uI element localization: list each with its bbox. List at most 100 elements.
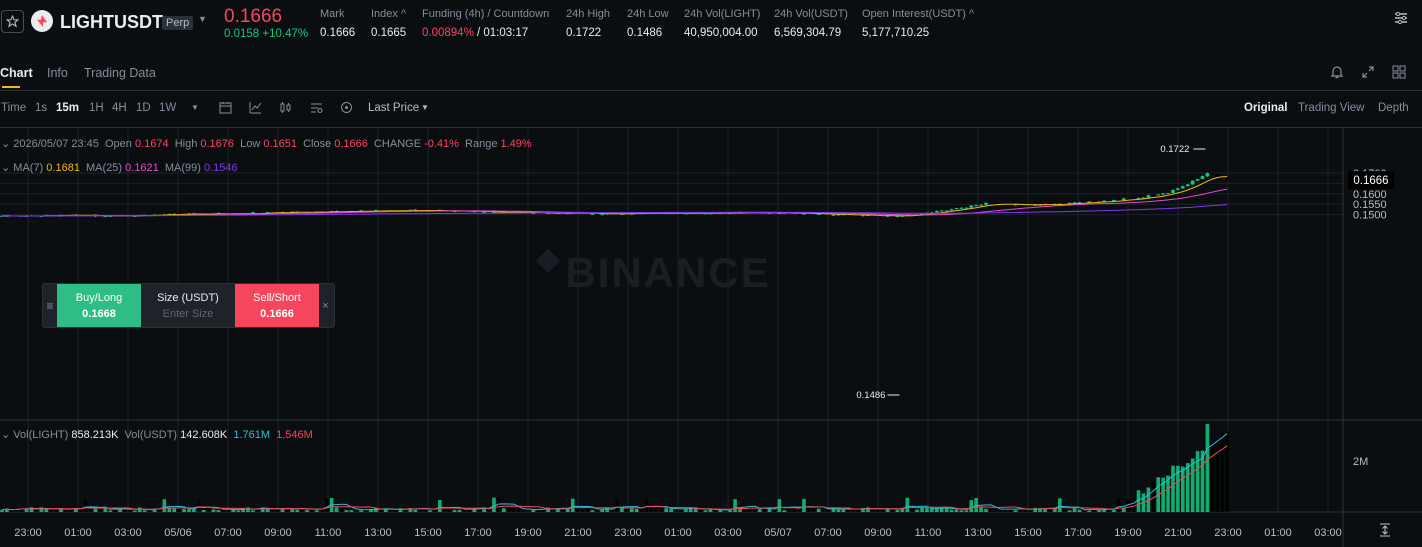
volume-bar xyxy=(1072,507,1077,512)
volume-bar xyxy=(54,508,58,512)
last-price-dropdown-icon[interactable]: ▼ xyxy=(421,103,429,112)
candle xyxy=(964,207,969,209)
candle xyxy=(885,215,890,217)
volume-bar xyxy=(1121,508,1126,512)
candle xyxy=(1215,173,1220,177)
interval-1h[interactable]: 1H xyxy=(89,102,104,114)
symbol-dropdown-icon[interactable]: ▼ xyxy=(198,14,207,24)
volume-bar xyxy=(846,508,851,512)
interval-dropdown-icon[interactable]: ▼ xyxy=(191,103,199,112)
time-axis-label: 15:00 xyxy=(414,527,442,539)
symbol-name[interactable]: LIGHTUSDT xyxy=(60,12,163,32)
volume-bar xyxy=(713,509,718,512)
candle xyxy=(989,202,993,204)
candle xyxy=(1185,184,1190,187)
tab-chart[interactable]: Chart xyxy=(0,66,33,80)
last-price-select[interactable]: Last Price xyxy=(368,102,420,114)
view-original[interactable]: Original xyxy=(1244,102,1288,114)
coin-logo-icon xyxy=(31,10,53,32)
price-chart[interactable]: 0.17000.16500.16000.15500.150023:0001:00… xyxy=(0,128,1422,547)
reset-axis-icon[interactable] xyxy=(1378,523,1392,542)
volume-bar xyxy=(1200,450,1205,512)
candle xyxy=(108,215,113,217)
tab-trading-data[interactable]: Trading Data xyxy=(84,66,156,80)
candle-type-icon[interactable] xyxy=(279,101,292,119)
volume-bar xyxy=(1087,510,1092,512)
volume-bar xyxy=(349,510,354,512)
time-axis-label: 05/07 xyxy=(764,527,792,539)
volume-bar xyxy=(566,508,570,512)
volume-bar xyxy=(39,507,44,512)
volume-bar xyxy=(211,509,216,512)
price-axis-label: 0.1600 xyxy=(1353,189,1387,201)
volume-bar xyxy=(443,509,447,512)
volume-bar xyxy=(693,507,698,512)
vol-usdt-value: 142.608K xyxy=(180,429,228,441)
binance-watermark: BINANCE xyxy=(565,249,770,296)
volume-bar xyxy=(1008,508,1013,512)
volume-bar xyxy=(974,498,978,512)
volume-bar xyxy=(1131,501,1136,512)
volume-bar xyxy=(1161,477,1165,512)
volume-bar xyxy=(290,509,295,512)
volume-bar xyxy=(851,509,855,512)
interval-1w[interactable]: 1W xyxy=(159,102,177,114)
interval-4h[interactable]: 4H xyxy=(112,102,127,114)
sell-short-button[interactable]: Sell/Short 0.1666 xyxy=(235,284,319,327)
vol-light-label: Vol(LIGHT) xyxy=(13,429,69,441)
volume-bar xyxy=(142,510,147,512)
interval-15m[interactable]: 15m xyxy=(56,102,80,114)
ma7-label: MA(7) xyxy=(13,162,44,174)
indicator-icon[interactable] xyxy=(249,101,262,119)
volume-bar xyxy=(285,507,290,512)
last-price: 0.1666 xyxy=(224,6,283,27)
candle xyxy=(1225,177,1229,180)
volume-bar xyxy=(0,509,4,512)
interval-1s[interactable]: 1s xyxy=(35,102,48,114)
change-value: -0.41% xyxy=(424,138,459,150)
chart-toolbar: Time 1s 15m 1H 4H 1D 1W ▼ Last Price ▼ O… xyxy=(0,98,1422,120)
vol-collapse-icon[interactable]: ⌄ xyxy=(1,429,11,441)
candle xyxy=(113,215,117,217)
candle xyxy=(895,215,900,217)
volume-bar xyxy=(900,507,905,512)
size-input[interactable]: Size (USDT) Enter Size xyxy=(141,284,235,327)
volume-bar xyxy=(752,508,757,512)
size-placeholder: Enter Size xyxy=(162,307,214,320)
volume-bar xyxy=(580,509,585,512)
time-axis-label: 21:00 xyxy=(1164,527,1192,539)
bell-icon[interactable] xyxy=(1330,65,1344,84)
volume-bar xyxy=(10,510,14,512)
close-icon[interactable]: × xyxy=(322,299,329,312)
target-icon[interactable] xyxy=(340,101,353,119)
volume-bar xyxy=(1028,509,1033,512)
settings-icon[interactable] xyxy=(1394,11,1408,30)
stat-label-open-interest[interactable]: Open Interest(USDT) ^ xyxy=(862,8,975,20)
volume-bar xyxy=(536,509,541,512)
chart-settings-icon[interactable] xyxy=(310,101,323,119)
volume-bar xyxy=(546,507,550,512)
volume-bar xyxy=(807,508,811,512)
view-trading-view[interactable]: Trading View xyxy=(1298,102,1365,114)
collapse-icon[interactable]: ⌄ xyxy=(1,138,11,150)
interval-1d[interactable]: 1D xyxy=(136,102,151,114)
volume-bar xyxy=(762,508,767,512)
volume-bar xyxy=(625,507,629,512)
candle xyxy=(590,213,595,215)
volume-axis-label: 2M xyxy=(1353,456,1368,468)
candle xyxy=(1171,189,1175,194)
low-label: Low xyxy=(240,138,261,150)
tab-info[interactable]: Info xyxy=(47,66,68,80)
time-axis-label: 09:00 xyxy=(864,527,892,539)
expand-icon[interactable] xyxy=(1361,65,1375,84)
volume-bar xyxy=(605,508,609,512)
calendar-icon[interactable] xyxy=(219,101,232,119)
layout-grid-icon[interactable] xyxy=(1392,65,1406,84)
buy-long-button[interactable]: Buy/Long 0.1668 xyxy=(57,284,141,327)
view-depth[interactable]: Depth xyxy=(1378,102,1409,114)
ma-collapse-icon[interactable]: ⌄ xyxy=(1,162,11,174)
candle xyxy=(1067,202,1072,205)
drag-handle-icon[interactable]: ≡ xyxy=(46,298,54,313)
stat-label-index[interactable]: Index ^ xyxy=(371,8,407,20)
favorite-star-icon[interactable] xyxy=(1,10,24,33)
